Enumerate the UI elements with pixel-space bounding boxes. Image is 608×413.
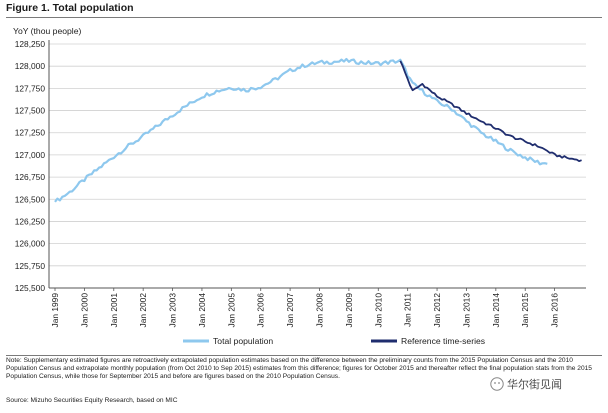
y-tick-label: 126,250: [15, 216, 46, 226]
y-tick-label: 125,500: [15, 283, 46, 293]
x-tick-label: Jan 2005: [226, 293, 236, 328]
x-tick-label: Jan 2014: [491, 293, 501, 328]
y-tick-label: 127,000: [15, 150, 46, 160]
wechat-icon: [490, 377, 504, 391]
x-tick-label: Jan 2009: [344, 293, 354, 328]
x-tick-label: Jan 2015: [520, 293, 530, 328]
watermark-text: 华尔街见闻: [507, 379, 562, 391]
x-tick-label: Jan 2006: [256, 293, 266, 328]
x-tick-label: Jan 2003: [168, 293, 178, 328]
title-rule: [6, 17, 602, 18]
figure-title: Figure 1. Total population: [6, 2, 134, 14]
y-axis-label: YoY (thou people): [13, 26, 81, 36]
y-tick-label: 128,000: [15, 61, 46, 71]
y-tick-label: 127,250: [15, 128, 46, 138]
x-tick-label: Jan 1999: [50, 293, 60, 328]
x-tick-label: Jan 2010: [373, 293, 383, 328]
y-tick-label: 126,750: [15, 172, 46, 182]
x-tick-label: Jan 2000: [79, 293, 89, 328]
watermark: 华尔街见闻: [490, 376, 562, 392]
y-tick-label: 127,500: [15, 106, 46, 116]
x-tick-label: Jan 2011: [403, 293, 413, 327]
chart-note: Note: Supplementary estimated figures ar…: [6, 357, 592, 381]
note-rule: [6, 355, 602, 356]
legend-label: Reference time-series: [401, 336, 485, 346]
y-tick-label: 128,250: [15, 39, 46, 49]
x-tick-label: Jan 2013: [461, 293, 471, 328]
y-tick-label: 127,750: [15, 83, 46, 93]
series-line-total-population: [54, 57, 548, 203]
x-tick-label: Jan 2016: [550, 293, 560, 328]
y-tick-label: 126,500: [15, 194, 46, 204]
x-tick-label: Jan 2004: [197, 293, 207, 328]
population-line-chart: YoY (thou people) 125,500 125,750 126,000 12…: [13, 26, 586, 346]
x-tick-label: Jan 2002: [138, 293, 148, 328]
y-tick-label: 126,000: [15, 239, 46, 249]
x-tick-label: Jan 2001: [109, 293, 119, 328]
legend-label: Total population: [213, 336, 273, 346]
x-tick-label: Jan 2008: [315, 293, 325, 328]
y-tick-label: 125,750: [15, 261, 46, 271]
x-tick-label: Jan 2012: [432, 293, 442, 328]
x-tick-label: Jan 2007: [285, 293, 295, 328]
series-line-reference-time-series: [399, 60, 582, 162]
chart-source: Source: Mizuho Securities Equity Researc…: [6, 397, 178, 404]
